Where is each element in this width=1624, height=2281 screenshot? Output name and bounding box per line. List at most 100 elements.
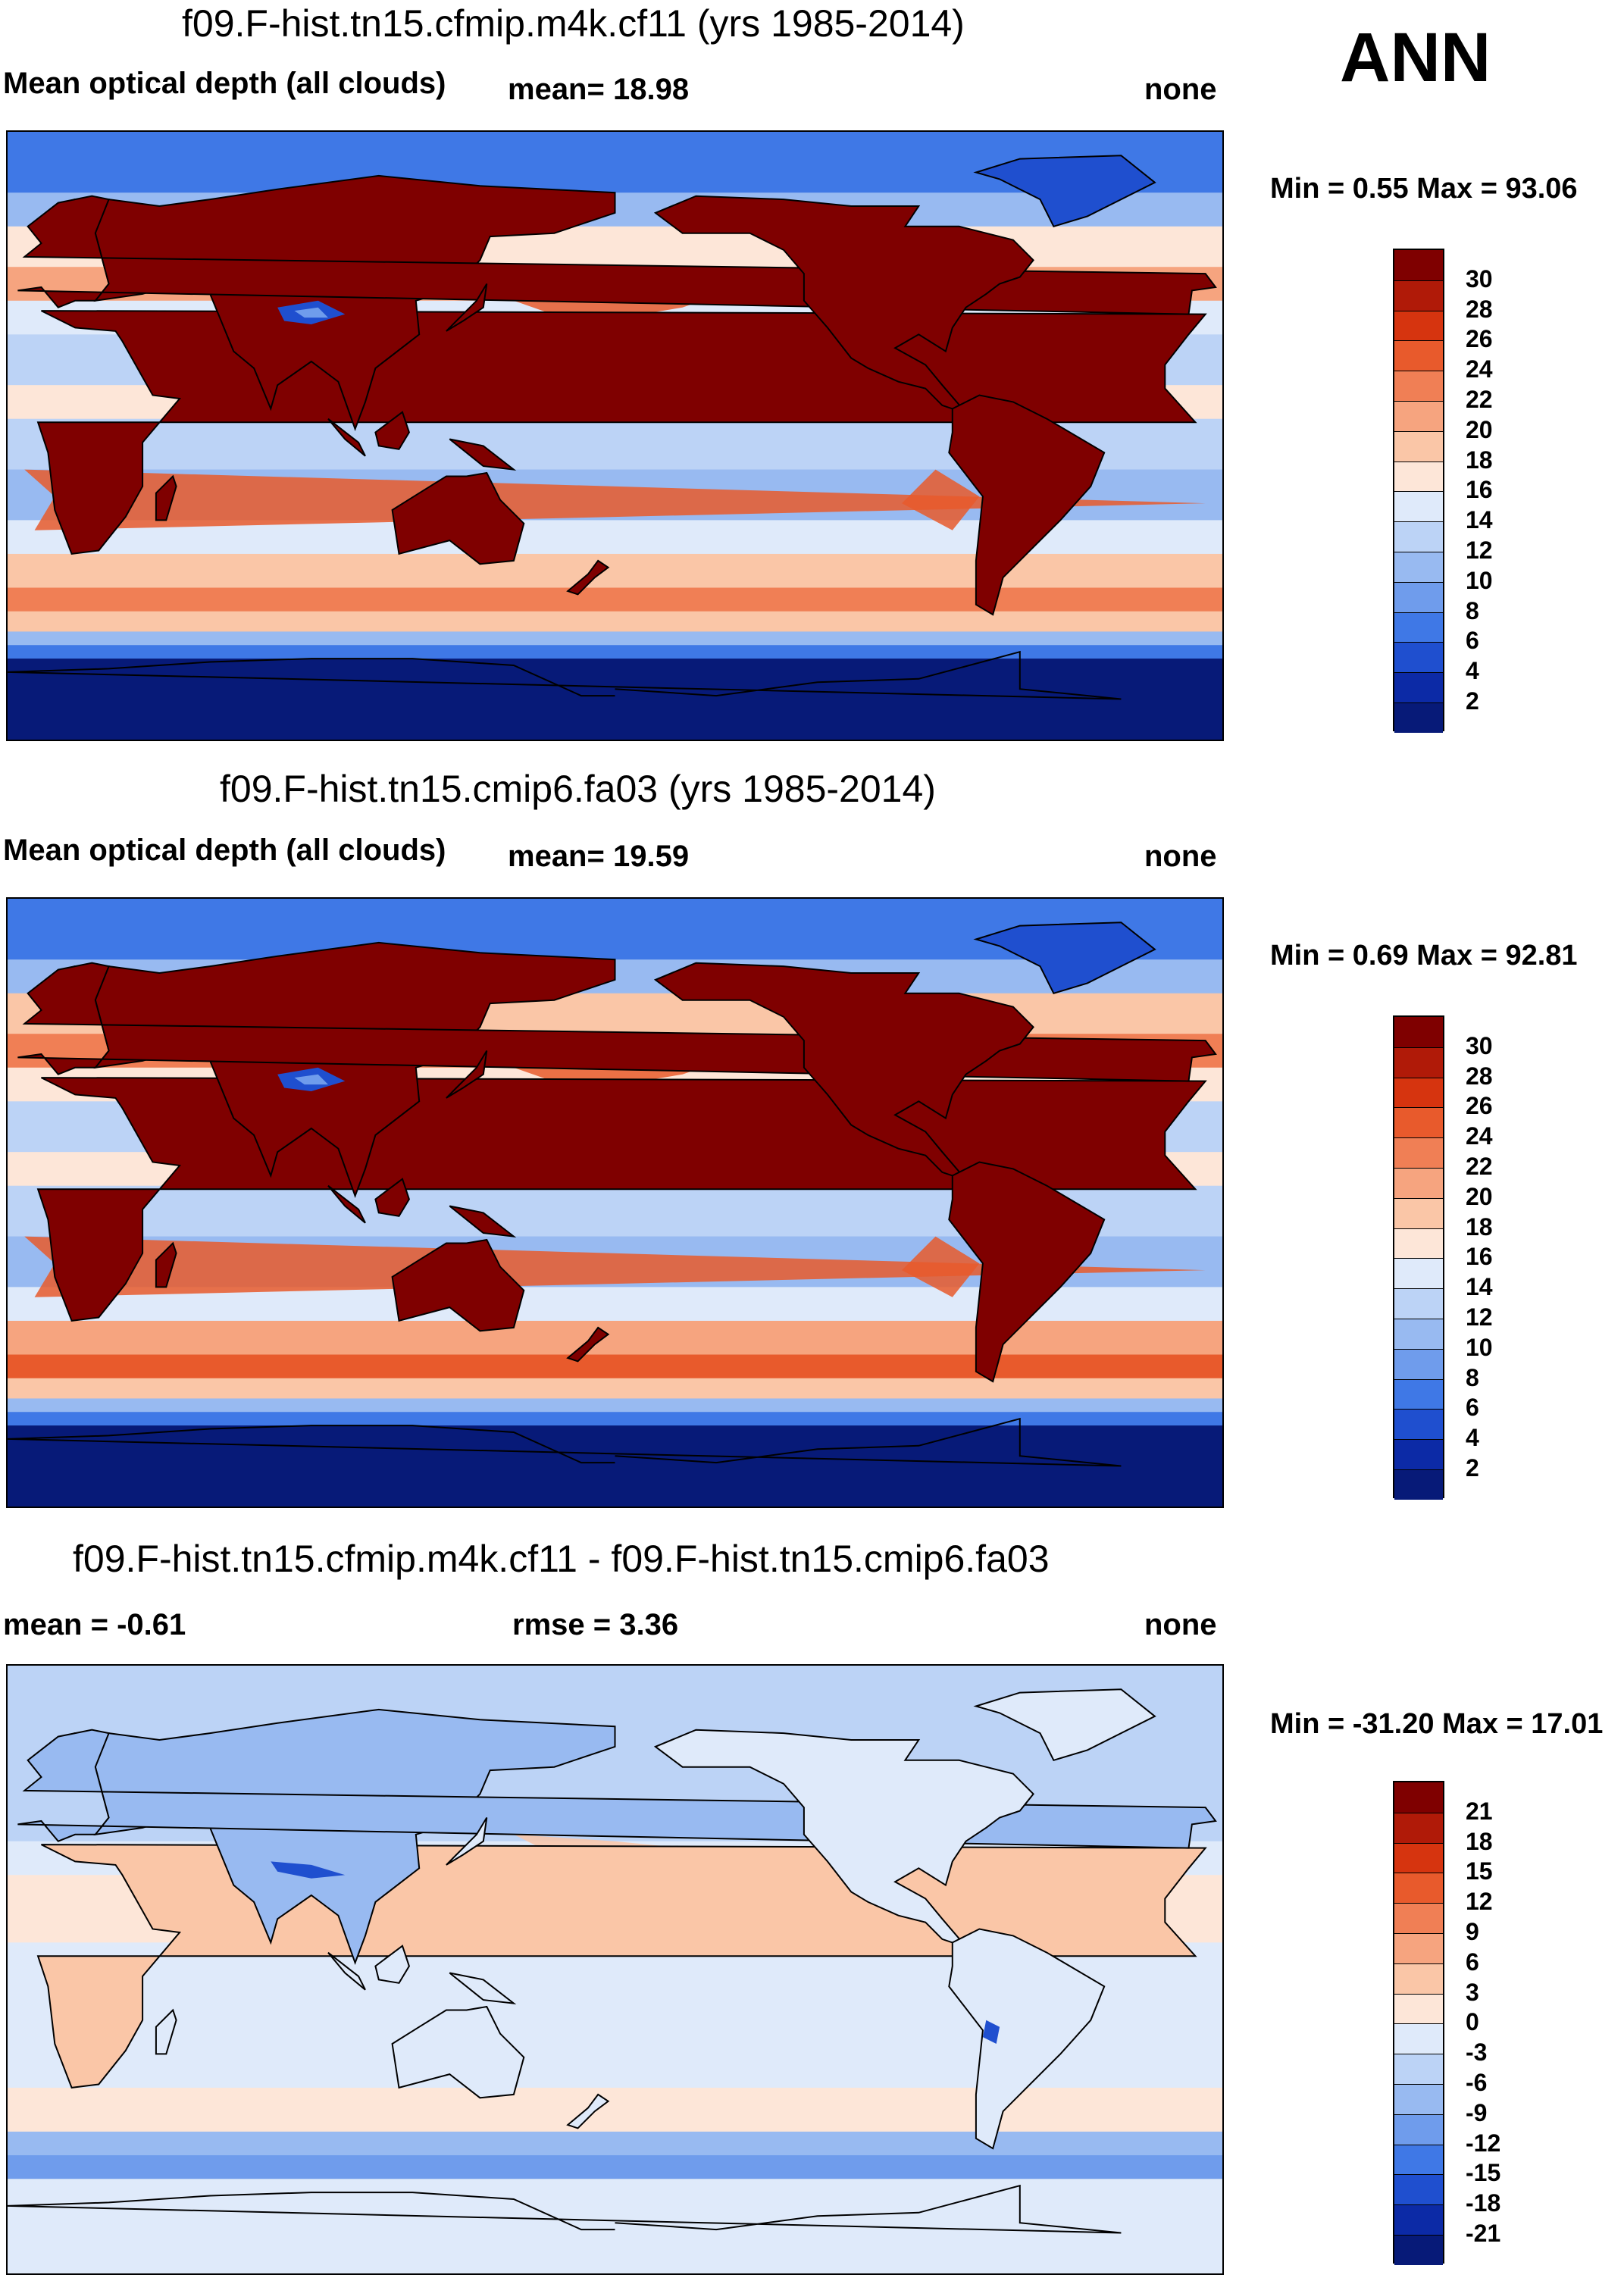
panel-3-title: f09.F-hist.tn15.cfmip.m4k.cf11 - f09.F-h… (73, 1538, 1050, 1580)
colorbar-swatch (1394, 371, 1443, 401)
colorbar-tick-label: 26 (1466, 1092, 1493, 1120)
panel-2-minmax: Min = 0.69 Max = 92.81 (1270, 940, 1578, 972)
colorbar-swatch (1394, 1842, 1443, 1873)
land-namerica (653, 1729, 1034, 1944)
colorbar-swatch (1394, 1409, 1443, 1440)
colorbar-tick-label: 21 (1466, 1797, 1493, 1825)
ocean-band (8, 631, 1222, 646)
land-greenland (973, 1688, 1156, 1762)
colorbar-swatch (1394, 310, 1443, 341)
colorbar-swatch (1394, 400, 1443, 431)
season-label: ANN (1340, 19, 1491, 96)
colorbar-swatch (1394, 521, 1443, 552)
colorbar-tick-label: 2 (1466, 1454, 1479, 1482)
panel-3-map (6, 1664, 1224, 2275)
colorbar-tick-label: 26 (1466, 325, 1493, 353)
land-sumatra (327, 1184, 366, 1224)
ocean-band (8, 1425, 1222, 1507)
panel-1-units-label: none (1144, 73, 1217, 106)
map-canvas (8, 132, 1222, 740)
land-namerica (653, 962, 1034, 1177)
land-antarctica-coast (8, 650, 1122, 700)
ocean-band (8, 587, 1222, 612)
colorbar-tick-label: 16 (1466, 1243, 1493, 1271)
land-sumatra (327, 418, 366, 457)
colorbar-tick-label: 6 (1466, 1394, 1479, 1422)
colorbar-swatch (1394, 2174, 1443, 2205)
colorbar-swatches (1393, 1781, 1444, 2265)
colorbar-swatch (1394, 1318, 1443, 1349)
land-samerica (948, 1928, 1106, 2150)
colorbar-tick-label: -6 (1466, 2069, 1488, 2096)
colorbar-swatch (1394, 1348, 1443, 1379)
colorbar-swatch (1394, 551, 1443, 582)
panel-2-title: f09.F-hist.tn15.cmip6.fa03 (yrs 1985-201… (220, 768, 936, 810)
colorbar-tick-label: 18 (1466, 446, 1493, 474)
colorbar-swatch (1394, 1963, 1443, 1994)
colorbar-swatch (1394, 1137, 1443, 1168)
colorbar-swatch (1394, 491, 1443, 522)
ocean-band (8, 611, 1222, 633)
colorbar-swatches (1393, 249, 1444, 733)
colorbar-swatch (1394, 1077, 1443, 1108)
colorbar-swatch (1394, 1873, 1443, 1904)
colorbar-tick-label: 16 (1466, 476, 1493, 504)
colorbar-tick-label: 22 (1466, 1153, 1493, 1180)
colorbar-tick-label: 6 (1466, 627, 1479, 655)
colorbar-swatch (1394, 2204, 1443, 2235)
land-japan (446, 1050, 488, 1099)
colorbar-swatch (1394, 1469, 1443, 1500)
panel-3-rmse-label: rmse = 3.36 (512, 1608, 679, 1641)
land-borneo (374, 1945, 410, 1984)
colorbar-swatch (1394, 1903, 1443, 1933)
colorbar-swatch (1394, 1288, 1443, 1319)
panel-1-map (6, 130, 1224, 741)
land-feature (294, 1074, 328, 1085)
land-greenland (973, 155, 1156, 228)
colorbar-tick-label: -15 (1466, 2159, 1501, 2187)
land-feature (271, 1861, 346, 1879)
colorbar-tick-label: 14 (1466, 506, 1493, 534)
colorbar-tick-label: 20 (1466, 1182, 1493, 1210)
colorbar-tick-label: -18 (1466, 2189, 1501, 2217)
colorbar-swatch (1394, 340, 1443, 371)
land-madagascar (155, 1241, 177, 1288)
colorbar-tick-label: 10 (1466, 566, 1493, 594)
colorbar-tick-label: 8 (1466, 596, 1479, 624)
colorbar-tick-label: 3 (1466, 1978, 1479, 2006)
land-australia (391, 471, 525, 565)
colorbar-swatch (1394, 1439, 1443, 1469)
land-japan (446, 1816, 488, 1866)
land-sumatra (327, 1951, 366, 1991)
colorbar-swatch (1394, 2023, 1443, 2054)
ocean-feature (24, 1236, 1206, 1297)
colorbar-swatch (1394, 1047, 1443, 1078)
colorbar-tick-label: 28 (1466, 1062, 1493, 1090)
land-namerica (653, 195, 1034, 410)
land-madagascar (155, 2008, 177, 2055)
land-antarctica-coast (8, 1417, 1122, 1467)
colorbar-swatch (1394, 1378, 1443, 1410)
ocean-band (8, 1378, 1222, 1400)
colorbar-swatch (1394, 1167, 1443, 1198)
colorbar-tick-label: -3 (1466, 2039, 1488, 2067)
colorbar-tick-label: 30 (1466, 264, 1493, 293)
colorbar-tick-label: 12 (1466, 1303, 1493, 1331)
land-nz (566, 2093, 610, 2129)
colorbar-swatch (1394, 461, 1443, 492)
ocean-band (8, 553, 1222, 589)
land-borneo (374, 1178, 410, 1217)
land-newguinea (449, 1205, 517, 1237)
land-australia (391, 2005, 525, 2099)
panel-2-variable-label: Mean optical depth (all clouds) (3, 834, 446, 867)
colorbar-tick-label: 14 (1466, 1273, 1493, 1301)
colorbar-swatch (1394, 1782, 1443, 1813)
ocean-band (8, 1320, 1222, 1356)
colorbar-swatch (1394, 1258, 1443, 1289)
land-newguinea (449, 1972, 517, 2004)
colorbar-tick-label: 8 (1466, 1363, 1479, 1391)
colorbar-tick-label: 4 (1466, 1424, 1479, 1452)
land-newguinea (449, 438, 517, 471)
land-greenland (973, 921, 1156, 995)
ocean-band (8, 2155, 1222, 2180)
